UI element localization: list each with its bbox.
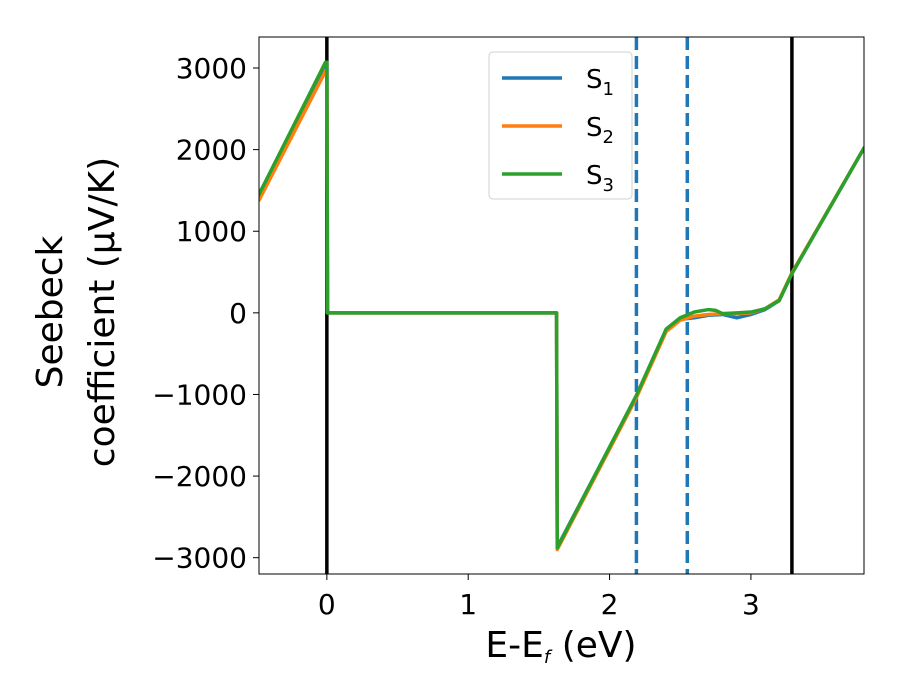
series-lines — [259, 60, 864, 552]
x-tick-label: 0 — [318, 588, 336, 621]
x-axis: 0 1 2 3 — [318, 574, 760, 621]
x-axis-label-unit: (eV) — [550, 625, 636, 666]
x-axis-label-main: E-E — [485, 625, 543, 666]
y-tick-label: −1000 — [152, 378, 247, 411]
y-axis: −3000 −2000 −1000 0 1000 2000 3000 — [152, 52, 259, 575]
series-line-s3 — [259, 60, 864, 550]
x-axis-label-sub: f — [544, 647, 553, 668]
y-tick-label: 3000 — [176, 52, 247, 85]
y-tick-label: 2000 — [176, 134, 247, 167]
x-axis-label: E-Ef (eV) — [485, 625, 636, 668]
legend: S1 S2 S3 — [488, 51, 633, 200]
y-tick-label: −2000 — [152, 460, 247, 493]
y-tick-label: 1000 — [176, 215, 247, 248]
x-tick-label: 3 — [742, 588, 760, 621]
y-tick-label: −3000 — [152, 542, 247, 575]
y-axis-label-line1: Seebeck — [30, 235, 71, 388]
x-tick-label: 2 — [601, 588, 619, 621]
x-tick-label: 1 — [459, 588, 477, 621]
y-tick-label: 0 — [229, 297, 247, 330]
plot-frame — [258, 36, 865, 575]
legend-label-s2: S2 — [586, 113, 614, 148]
legend-label-s3: S3 — [586, 161, 614, 196]
y-axis-label-line2: coefficient (μV/K) — [82, 157, 123, 467]
legend-label-s1: S1 — [586, 65, 614, 100]
